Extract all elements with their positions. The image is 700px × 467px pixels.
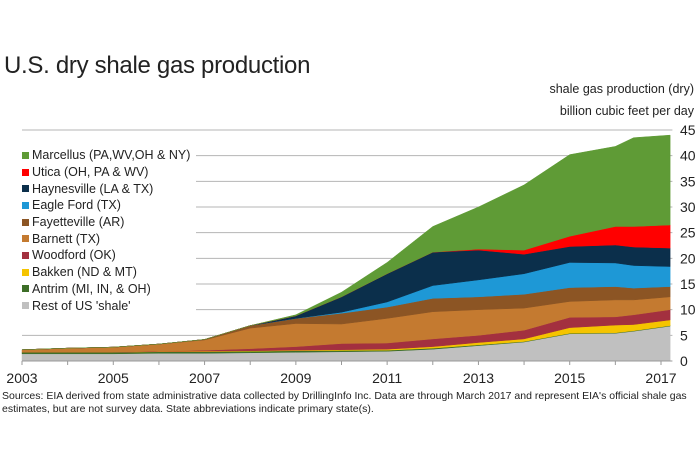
legend-swatch bbox=[22, 302, 29, 310]
legend-item: Bakken (ND & MT) bbox=[22, 264, 190, 281]
chart-title: U.S. dry shale gas production bbox=[4, 52, 311, 79]
legend-swatch bbox=[22, 168, 29, 176]
legend-item: Marcellus (PA,WV,OH & NY) bbox=[22, 147, 190, 164]
x-tick-label: 2003 bbox=[6, 370, 37, 386]
legend-label: Marcellus (PA,WV,OH & NY) bbox=[32, 148, 191, 163]
legend-item: Antrim (MI, IN, & OH) bbox=[22, 281, 190, 298]
y-axis-label-line1: shale gas production (dry) bbox=[549, 82, 694, 96]
y-tick-label: 0 bbox=[680, 353, 688, 369]
legend-swatch bbox=[22, 151, 29, 159]
legend-item: Barnett (TX) bbox=[22, 230, 190, 247]
legend-label: Bakken (ND & MT) bbox=[32, 265, 137, 280]
x-tick-label: 2005 bbox=[98, 370, 129, 386]
area-marcellus bbox=[21, 134, 671, 350]
y-tick-label: 5 bbox=[680, 327, 688, 343]
legend-swatch bbox=[22, 235, 29, 243]
legend-label: Fayetteville (AR) bbox=[32, 215, 125, 230]
legend-item: Woodford (OK) bbox=[22, 247, 190, 264]
legend-item: Rest of US 'shale' bbox=[22, 297, 190, 314]
legend-label: Eagle Ford (TX) bbox=[32, 198, 121, 213]
y-tick-label: 10 bbox=[680, 302, 696, 318]
source-note: Sources: EIA derived from state administ… bbox=[2, 390, 687, 415]
legend-label: Rest of US 'shale' bbox=[32, 298, 131, 313]
y-tick-label: 45 bbox=[680, 122, 696, 138]
legend-swatch bbox=[22, 268, 29, 276]
legend-swatch bbox=[22, 201, 29, 209]
x-tick-label: 2017 bbox=[645, 370, 676, 386]
legend-item: Haynesville (LA & TX) bbox=[22, 180, 190, 197]
legend-swatch bbox=[22, 218, 29, 226]
legend-label: Haynesville (LA & TX) bbox=[32, 181, 154, 196]
y-tick-label: 35 bbox=[680, 173, 696, 189]
y-tick-label: 40 bbox=[680, 148, 696, 164]
legend: Marcellus (PA,WV,OH & NY) Utica (OH, PA &… bbox=[20, 145, 197, 316]
y-tick-label: 20 bbox=[680, 250, 696, 266]
y-tick-label: 15 bbox=[680, 276, 696, 292]
legend-swatch bbox=[22, 285, 29, 293]
legend-label: Antrim (MI, IN, & OH) bbox=[32, 281, 151, 296]
legend-label: Woodford (OK) bbox=[32, 248, 116, 263]
x-tick-label: 2015 bbox=[554, 370, 585, 386]
y-tick-label: 25 bbox=[680, 225, 696, 241]
legend-item: Fayetteville (AR) bbox=[22, 214, 190, 231]
legend-swatch bbox=[22, 185, 29, 193]
x-tick-label: 2011 bbox=[372, 370, 402, 386]
legend-label: Utica (OH, PA & WV) bbox=[32, 165, 149, 180]
legend-item: Utica (OH, PA & WV) bbox=[22, 164, 190, 181]
x-tick-label: 2013 bbox=[463, 370, 494, 386]
y-tick-label: 30 bbox=[680, 199, 696, 215]
legend-item: Eagle Ford (TX) bbox=[22, 197, 190, 214]
legend-label: Barnett (TX) bbox=[32, 231, 101, 246]
legend-swatch bbox=[22, 251, 29, 259]
x-tick-label: 2009 bbox=[280, 370, 311, 386]
x-tick-label: 2007 bbox=[189, 370, 220, 386]
y-axis-label-line2: billion cubic feet per day bbox=[559, 104, 694, 118]
